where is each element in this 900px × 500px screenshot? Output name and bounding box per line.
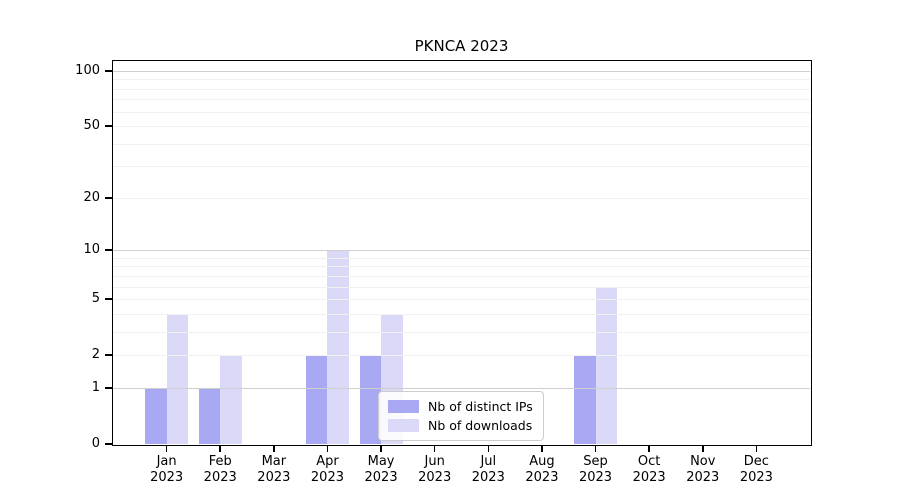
x-tick-jun bbox=[433, 444, 436, 452]
y-tick-label-100: 100 bbox=[75, 62, 100, 78]
plot-area: Nb of distinct IPs Nb of downloads bbox=[111, 59, 812, 446]
x-tick-nov bbox=[702, 444, 704, 452]
y-tick-10 bbox=[104, 249, 112, 251]
bar-downloads-jan bbox=[166, 313, 189, 444]
y-tick-label-20: 20 bbox=[83, 189, 100, 205]
gridline-major-1 bbox=[113, 387, 810, 389]
y-tick-50 bbox=[104, 125, 112, 127]
bar-distinct-ips-may bbox=[359, 355, 382, 444]
y-tick-2 bbox=[104, 354, 112, 356]
gridline-minor-80 bbox=[113, 88, 810, 90]
gridline-minor-5 bbox=[113, 299, 810, 301]
bar-downloads-feb bbox=[220, 355, 242, 444]
x-tick-label-feb: Feb 2023 bbox=[203, 454, 237, 485]
x-tick-label-dec: Dec 2023 bbox=[739, 454, 773, 485]
gridline-minor-60 bbox=[113, 111, 810, 113]
x-tick-label-oct: Oct 2023 bbox=[632, 454, 666, 485]
x-tick-label-mar: Mar 2023 bbox=[257, 454, 291, 485]
legend-item-distinct-ips: Nb of distinct IPs bbox=[388, 399, 533, 414]
x-tick-label-jun: Jun 2023 bbox=[418, 454, 452, 485]
y-tick-label-0: 0 bbox=[91, 436, 100, 451]
gridline-minor-50 bbox=[113, 126, 810, 128]
x-tick-label-sep: Sep 2023 bbox=[578, 454, 613, 485]
x-tick-mar bbox=[273, 444, 275, 452]
x-tick-label-apr: Apr 2023 bbox=[310, 454, 344, 485]
x-tick-dec bbox=[755, 444, 758, 452]
bar-distinct-ips-sep bbox=[574, 355, 596, 444]
gridline-minor-30 bbox=[113, 166, 810, 168]
gridline-major-10 bbox=[113, 250, 810, 252]
y-tick-5 bbox=[104, 298, 112, 300]
y-tick-label-10: 10 bbox=[83, 242, 100, 258]
x-tick-label-aug: Aug 2023 bbox=[525, 454, 559, 485]
x-tick-apr bbox=[326, 444, 329, 452]
gridline-minor-7 bbox=[113, 275, 810, 277]
x-tick-oct bbox=[648, 444, 650, 452]
chart-title: PKNCA 2023 bbox=[414, 37, 509, 55]
gridline-minor-3 bbox=[113, 331, 810, 333]
gridline-minor-90 bbox=[113, 79, 810, 81]
legend: Nb of distinct IPs Nb of downloads bbox=[378, 391, 544, 441]
bar-downloads-sep bbox=[595, 286, 618, 444]
gridline-minor-70 bbox=[113, 99, 810, 101]
gridline-minor-20 bbox=[113, 197, 810, 199]
legend-label-distinct-ips: Nb of distinct IPs bbox=[428, 399, 533, 414]
x-tick-aug bbox=[541, 444, 543, 452]
x-tick-may bbox=[380, 444, 382, 452]
x-tick-jan bbox=[165, 444, 168, 452]
y-tick-label-2: 2 bbox=[91, 347, 100, 363]
x-tick-sep bbox=[594, 444, 597, 452]
bar-distinct-ips-apr bbox=[305, 355, 328, 444]
bar-distinct-ips-feb bbox=[198, 387, 221, 444]
gridline-minor-40 bbox=[113, 143, 810, 145]
y-tick-label-5: 5 bbox=[91, 291, 100, 307]
y-tick-20 bbox=[104, 197, 112, 199]
y-tick-0 bbox=[104, 443, 112, 445]
gridline-minor-8 bbox=[113, 266, 810, 268]
gridline-minor-4 bbox=[113, 313, 810, 315]
bar-downloads-apr bbox=[327, 250, 349, 444]
x-tick-label-may: May 2023 bbox=[364, 454, 398, 485]
y-tick-label-50: 50 bbox=[83, 118, 100, 134]
x-tick-label-jul: Jul 2023 bbox=[471, 454, 505, 485]
legend-swatch-downloads bbox=[388, 419, 419, 432]
legend-label-downloads: Nb of downloads bbox=[428, 418, 533, 433]
y-tick-100 bbox=[104, 70, 112, 72]
gridline-major-100 bbox=[113, 70, 810, 72]
gridline-minor-9 bbox=[113, 257, 810, 259]
gridline-minor-2 bbox=[113, 355, 810, 357]
x-tick-feb bbox=[219, 444, 221, 452]
legend-swatch-distinct-ips bbox=[388, 400, 419, 413]
y-tick-label-1: 1 bbox=[91, 379, 100, 395]
bar-distinct-ips-jan bbox=[145, 387, 167, 444]
x-tick-label-nov: Nov 2023 bbox=[686, 454, 720, 485]
y-tick-1 bbox=[104, 387, 112, 389]
x-tick-jul bbox=[487, 444, 490, 452]
gridline-minor-6 bbox=[113, 286, 810, 288]
legend-item-downloads: Nb of downloads bbox=[388, 418, 533, 433]
x-tick-label-jan: Jan 2023 bbox=[150, 454, 184, 485]
